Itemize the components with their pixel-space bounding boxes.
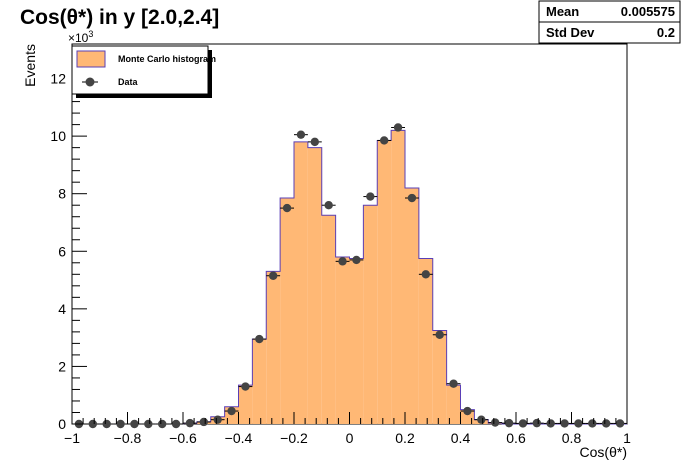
mc-bar — [266, 271, 281, 424]
x-tick-label: −0.4 — [225, 430, 253, 446]
x-tick-label: −0.2 — [280, 430, 308, 446]
x-tick-label: 1 — [623, 430, 631, 446]
data-point — [227, 406, 236, 416]
data-point — [574, 419, 583, 428]
y-tick-label: 12 — [50, 71, 66, 87]
data-point — [518, 419, 528, 428]
data-point — [463, 406, 472, 416]
data-point — [185, 418, 195, 428]
chart-title: Cos(θ*) in y [2.0,2.4] — [20, 6, 219, 29]
x-tick-label: 0.6 — [506, 430, 526, 446]
data-point — [282, 203, 292, 213]
mc-bar — [280, 198, 294, 424]
data-point — [615, 419, 625, 428]
x-tick-label: −0.6 — [169, 430, 197, 446]
data-point — [352, 255, 361, 265]
data-point — [255, 334, 264, 344]
data-point — [588, 419, 597, 428]
data-point — [199, 417, 209, 427]
mc-bar — [321, 215, 336, 424]
data-point — [560, 419, 569, 428]
mc-bar — [405, 187, 419, 424]
data-point — [393, 123, 403, 132]
mc-bar — [418, 258, 433, 424]
legend-mc-label: Monte Carlo histogram — [118, 54, 216, 64]
mc-bar — [294, 141, 308, 424]
x-axis: −1 −0.8 −0.6 −0.4 −0.2 0 0.2 0.4 0.6 0.8 1 — [64, 412, 631, 446]
data-point — [88, 419, 98, 429]
stats-mean-label: Mean — [546, 4, 579, 19]
data-point — [130, 419, 139, 429]
legend-data-marker — [85, 77, 95, 87]
mc-bar — [349, 258, 364, 424]
y-tick-label: 10 — [50, 128, 66, 144]
data-point — [116, 419, 125, 429]
stats-std-value: 0.2 — [657, 25, 675, 40]
mc-bar — [391, 130, 405, 424]
data-point — [171, 419, 181, 429]
data-point — [213, 415, 222, 424]
data-point — [296, 130, 306, 139]
y-axis-title: Events — [22, 44, 38, 87]
x-tick-label: −0.8 — [114, 430, 142, 446]
mc-bar — [377, 140, 392, 424]
y-tick-label: 4 — [58, 301, 66, 317]
data-point — [407, 193, 417, 203]
y-tick-label: 8 — [58, 186, 66, 202]
x-tick-label: 0.4 — [451, 430, 471, 446]
data-point — [421, 270, 431, 279]
legend-mc-swatch — [76, 50, 106, 68]
y-tick-label: 2 — [58, 358, 66, 374]
data-point — [324, 201, 333, 210]
data-point — [366, 192, 375, 201]
x-tick-label: 0 — [346, 430, 354, 446]
data-points — [72, 123, 627, 429]
x-tick-label: 0.8 — [562, 430, 582, 446]
data-point — [310, 137, 320, 147]
data-point — [546, 419, 555, 428]
mc-bar — [446, 385, 461, 424]
data-point — [532, 418, 542, 428]
mc-histogram — [72, 129, 627, 425]
mc-bar — [238, 385, 253, 424]
data-point — [268, 271, 278, 280]
x-axis-title: Cos(θ*) — [580, 444, 627, 460]
stats-box: Mean 0.005575 Std Dev 0.2 — [538, 0, 681, 44]
data-point — [449, 379, 458, 388]
data-point — [477, 415, 486, 424]
data-point — [102, 419, 111, 429]
legend-data-label: Data — [118, 77, 139, 87]
data-point — [490, 418, 500, 427]
stats-mean-value: 0.005575 — [621, 4, 675, 19]
data-point — [241, 382, 250, 391]
data-point — [144, 419, 153, 429]
x-tick-label: 0.2 — [395, 430, 415, 446]
mc-bar — [335, 257, 350, 424]
x-tick-label: −1 — [64, 430, 80, 446]
data-point — [601, 419, 611, 428]
mc-bar — [432, 330, 447, 424]
stats-std-label: Std Dev — [546, 25, 595, 40]
mc-bar — [307, 147, 322, 425]
data-point — [157, 419, 167, 429]
mc-bar — [252, 339, 267, 424]
legend: Monte Carlo histogram Data — [71, 45, 216, 98]
mc-bar — [363, 205, 378, 424]
y-tick-label: 6 — [58, 243, 66, 259]
y-axis: 0 2 4 6 8 10 12 — [50, 43, 87, 432]
y-tick-label: 0 — [58, 416, 66, 432]
y-axis-multiplier: ×103 — [68, 29, 93, 45]
data-point — [379, 136, 389, 145]
data-point — [435, 330, 444, 339]
data-point — [338, 257, 347, 266]
data-point — [504, 418, 514, 428]
